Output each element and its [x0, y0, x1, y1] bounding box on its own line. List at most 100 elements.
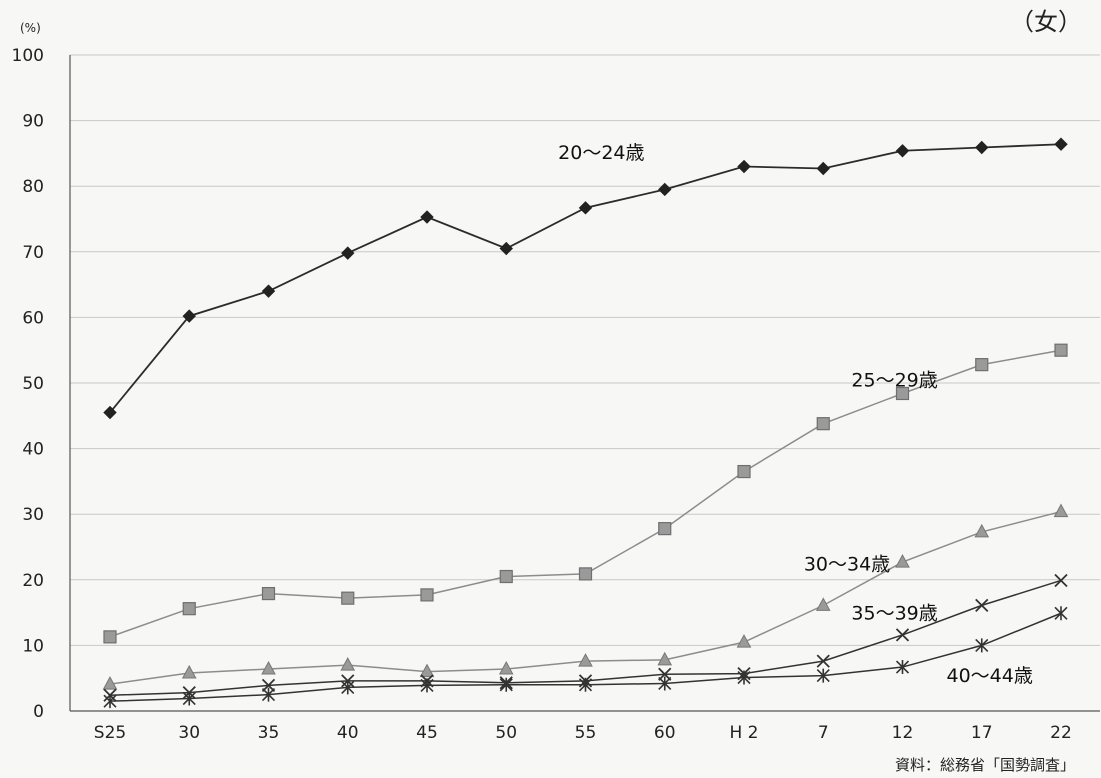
data-point [658, 522, 672, 536]
data-point [816, 668, 830, 683]
series-label: 35～39歳 [851, 603, 937, 625]
series-1 [103, 343, 1068, 644]
x-axis-ticks: S25 30 35 40 45 50 55 60 H 2 7 12 17 22 [94, 723, 1072, 743]
data-point [895, 386, 910, 401]
y-tick-label: 40 [22, 440, 44, 460]
data-point [975, 140, 989, 155]
data-point [578, 567, 593, 581]
y-tick-label: 60 [22, 308, 44, 328]
data-point [736, 634, 752, 648]
data-point [578, 653, 593, 667]
data-point [341, 246, 355, 260]
data-point [341, 680, 355, 695]
data-point [499, 241, 513, 256]
series-0 [103, 137, 1068, 420]
data-point [103, 694, 117, 709]
data-point [895, 554, 910, 568]
x-tick-label: 30 [178, 723, 200, 743]
data-point [261, 284, 276, 298]
data-point [975, 638, 989, 653]
data-point [1054, 606, 1068, 621]
x-tick-label: 22 [1050, 723, 1072, 743]
x-tick-label: 40 [337, 723, 359, 743]
data-point [737, 464, 751, 479]
data-point [261, 586, 276, 601]
data-point [578, 677, 593, 692]
x-tick-label: S25 [94, 723, 126, 743]
series-label: 20～24歳 [558, 142, 644, 164]
source-note: 資料：総務省「国勢調査」 [895, 756, 1075, 774]
y-axis-ticks: 0 10 20 30 40 50 60 70 80 90 100 [12, 46, 44, 722]
data-point [975, 358, 989, 372]
data-point [975, 598, 989, 613]
x-tick-label: 17 [971, 723, 993, 743]
y-tick-label: 100 [12, 46, 44, 66]
data-point [657, 651, 673, 666]
x-tick-label: 12 [892, 723, 914, 743]
data-point [103, 630, 117, 644]
data-point [103, 405, 117, 420]
x-tick-label: 45 [416, 723, 438, 743]
gridlines [69, 54, 1100, 712]
y-tick-label: 0 [33, 702, 44, 722]
data-point [1054, 137, 1068, 151]
data-point [737, 159, 751, 174]
data-point [816, 161, 830, 176]
series-label: 30～34歳 [804, 553, 890, 575]
data-point [1054, 573, 1068, 588]
data-point [182, 691, 196, 706]
data-point [261, 660, 276, 675]
y-tick-label: 30 [22, 505, 44, 525]
series-labels: 20～24歳 25～29歳 30～34歳 35～39歳 40～44歳 [558, 142, 1033, 687]
x-tick-label: H 2 [729, 723, 758, 743]
y-tick-label: 70 [22, 243, 44, 263]
x-tick-label: 50 [495, 723, 517, 743]
x-tick-label: 60 [654, 723, 676, 743]
data-point [816, 654, 830, 668]
data-point [1054, 343, 1068, 357]
gender-label: （女） [1010, 8, 1082, 36]
data-point [658, 182, 672, 197]
series-4 [103, 606, 1068, 709]
data-point [261, 687, 276, 702]
y-tick-label: 80 [22, 177, 44, 197]
data-point [737, 670, 751, 685]
data-point [182, 602, 196, 616]
data-point [499, 569, 513, 584]
data-point [182, 309, 196, 323]
data-point [816, 417, 830, 431]
data-point [261, 678, 276, 693]
series-2 [102, 503, 1069, 690]
y-tick-label: 50 [22, 374, 44, 394]
series-group [102, 137, 1069, 709]
series-label: 40～44歳 [946, 665, 1032, 687]
data-point [578, 201, 593, 215]
y-tick-label: 10 [22, 636, 44, 656]
data-point [499, 677, 513, 692]
data-point [815, 597, 831, 611]
data-point [341, 591, 355, 605]
data-point [895, 660, 910, 675]
data-point [420, 678, 434, 693]
x-tick-label: 7 [818, 723, 829, 743]
data-point [420, 210, 434, 224]
data-point [181, 664, 197, 679]
x-tick-label: 35 [258, 723, 280, 743]
data-point [895, 144, 910, 158]
y-tick-label: 20 [22, 571, 44, 591]
series-line [109, 349, 1062, 638]
data-point [658, 676, 672, 691]
data-point [974, 523, 990, 538]
x-tick-label: 55 [575, 723, 597, 743]
y-tick-label: 90 [22, 112, 44, 132]
series-label: 25～29歳 [851, 370, 937, 392]
data-point [498, 660, 514, 675]
data-point [895, 628, 910, 642]
data-point [340, 657, 356, 671]
y-axis-unit: (%) [20, 21, 41, 35]
data-point [419, 663, 435, 678]
data-point [102, 676, 118, 690]
data-point [420, 588, 434, 602]
data-point [658, 667, 672, 681]
